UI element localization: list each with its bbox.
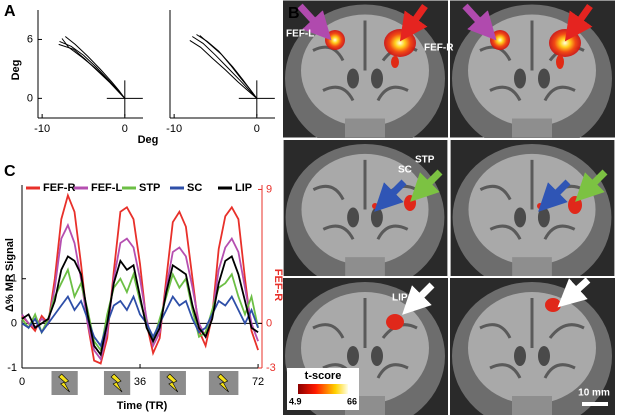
- legend-label: STP: [139, 182, 160, 194]
- x-tick-label: 72: [252, 376, 264, 388]
- activation: [556, 55, 564, 69]
- lightning-icon: [166, 373, 179, 393]
- region-label: SC: [398, 165, 412, 176]
- x-tick-label: 0: [122, 123, 128, 135]
- activation: [372, 203, 378, 209]
- mri-image: [450, 0, 615, 138]
- data-line: [61, 38, 126, 99]
- activation: [549, 29, 581, 57]
- arrow: [575, 169, 608, 202]
- data-line: [59, 40, 126, 99]
- panel-label: C: [4, 163, 16, 180]
- x-tick-label: 36: [134, 376, 146, 388]
- activation: [404, 195, 416, 211]
- y-axis-label: Δ% MR Signal: [4, 238, 16, 312]
- region-label: FEF-R: [424, 43, 454, 54]
- x-tick-label: 0: [19, 376, 25, 388]
- legend-label: SC: [187, 182, 202, 194]
- y2-tick-label: -3: [266, 362, 276, 374]
- arrow: [402, 282, 435, 315]
- data-line: [58, 43, 126, 99]
- scale-bar-label: 10 mm: [578, 388, 610, 399]
- arrow: [564, 3, 593, 42]
- arrow: [374, 179, 407, 212]
- data-line: [21, 254, 259, 357]
- legend-label: FEF-L: [91, 182, 122, 194]
- y-tick-label: 0: [27, 92, 33, 104]
- x-tick-label: 0: [254, 123, 260, 135]
- y-tick-label: 1: [11, 273, 17, 285]
- activation: [391, 56, 399, 68]
- activation: [490, 30, 510, 50]
- colorbar-max: 66: [347, 396, 357, 406]
- data-line: [189, 39, 258, 99]
- data-line: [21, 222, 259, 362]
- region-label: LIP: [392, 293, 408, 304]
- arrow: [410, 169, 443, 202]
- arrow: [297, 3, 332, 41]
- activation: [384, 29, 416, 57]
- mri-image: [450, 140, 615, 276]
- data-line: [21, 294, 259, 348]
- arrow: [462, 3, 497, 41]
- y-tick-label: 6: [27, 33, 33, 45]
- lightning-icon: [217, 373, 229, 393]
- x-axis-label: Deg: [138, 134, 159, 146]
- panel-label: A: [4, 3, 16, 20]
- arrow: [399, 3, 428, 42]
- activation: [537, 203, 543, 209]
- arrow: [557, 277, 591, 308]
- lightning-icon: [110, 373, 123, 393]
- panel-label: B: [288, 5, 300, 22]
- lightning-icon: [58, 373, 70, 393]
- region-label: FEF-L: [286, 29, 314, 40]
- y2-tick-label: 9: [266, 183, 272, 195]
- legend-label: LIP: [235, 182, 252, 194]
- colorbar-title: t-score: [305, 370, 342, 382]
- activation: [386, 314, 404, 330]
- data-line: [199, 35, 258, 99]
- region-label: STP: [415, 155, 435, 166]
- activation: [545, 298, 561, 312]
- brain-panel: FEF-L FEF-R SC STP LIP t-score 4.9 66 10…: [283, 0, 615, 415]
- colorbar: [298, 384, 348, 394]
- legend-label: FEF-R: [43, 182, 75, 194]
- mri-image: [283, 0, 448, 138]
- colorbar-min: 4.9: [289, 396, 302, 406]
- y-tick-label: -1: [7, 362, 17, 374]
- data-line: [21, 192, 259, 365]
- x-tick-label: -10: [34, 123, 50, 135]
- x-axis-label: Time (TR): [117, 400, 168, 412]
- y-axis-label: Deg: [10, 60, 22, 81]
- x-tick-label: -10: [166, 123, 182, 135]
- data-line: [64, 36, 126, 99]
- arrow: [538, 179, 571, 212]
- y2-axis-label: FEF-R: [272, 269, 284, 301]
- y-tick-label: 0: [11, 317, 17, 329]
- activation: [568, 196, 582, 214]
- y2-tick-label: 0: [266, 317, 272, 329]
- activation: [325, 30, 345, 50]
- data-line: [192, 36, 258, 99]
